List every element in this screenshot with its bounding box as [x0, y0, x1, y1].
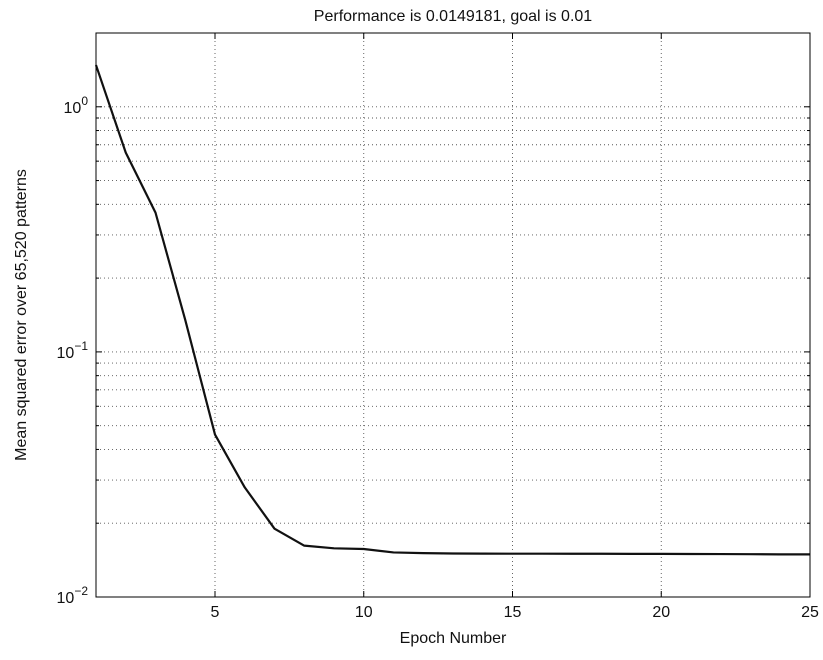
x-axis-label: Epoch Number: [400, 630, 507, 647]
x-tick-label: 5: [211, 604, 220, 621]
y-tick-label: 10−2: [57, 584, 89, 607]
chart-title: Performance is 0.0149181, goal is 0.01: [314, 8, 593, 25]
series-layer: [94, 64, 811, 556]
label-layer: 5 10 15 20 25 10−2 10−1 100: [57, 94, 819, 621]
x-tick-label: 25: [801, 604, 819, 621]
axis-layer: [95, 32, 811, 598]
x-tick-label: 10: [355, 604, 373, 621]
plot-frame: [95, 32, 811, 598]
y-tick-label: 10−1: [57, 339, 89, 362]
x-tick-label: 20: [652, 604, 670, 621]
y-axis-label: Mean squared error over 65,520 patterns: [13, 169, 30, 461]
x-tick-label: 15: [504, 604, 522, 621]
y-tick-label: 100: [64, 94, 89, 117]
grid-layer: [96, 32, 810, 597]
mse-series-line: [94, 64, 811, 556]
